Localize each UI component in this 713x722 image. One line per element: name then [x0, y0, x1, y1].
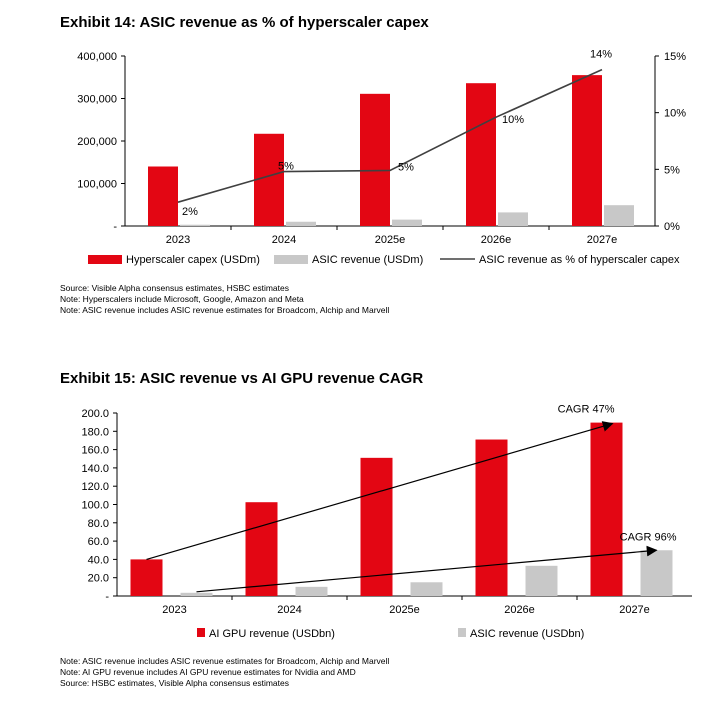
asic-bar: [604, 205, 634, 226]
y-tick-label: 60.0: [88, 536, 109, 548]
y-tick-label: 200,000: [77, 136, 117, 148]
capex-bar: [466, 83, 496, 226]
asic-bar: [295, 586, 328, 596]
asic-bar: [498, 212, 528, 226]
pct-data-label: 5%: [398, 161, 414, 173]
legend-swatch-capex: [88, 255, 122, 264]
exhibit-15-note: Note: ASIC revenue includes ASIC revenue…: [60, 656, 390, 666]
y-tick-label: 100,000: [77, 179, 117, 191]
legend-label-asic: ASIC revenue (USDbn): [470, 628, 584, 640]
y-tick-label: 400,000: [77, 51, 117, 63]
x-tick-label: 2024: [277, 604, 301, 616]
exhibit-14-title: Exhibit 14: ASIC revenue as % of hypersc…: [60, 14, 429, 31]
asic-cagr-label: CAGR 96%: [620, 531, 677, 543]
y-tick-label: 180.0: [81, 426, 109, 438]
y2-tick-label: 0%: [664, 221, 680, 233]
asic-bar: [525, 565, 558, 596]
y2-tick-label: 15%: [664, 51, 686, 63]
asic-bar: [180, 592, 213, 596]
gpu-bar: [360, 457, 393, 596]
y-tick-label: 100.0: [81, 500, 109, 512]
pct-data-label: 10%: [502, 114, 524, 126]
x-tick-label: 2024: [272, 234, 296, 246]
capex-bar: [360, 93, 390, 226]
exhibit-15-title: Exhibit 15: ASIC revenue vs AI GPU reven…: [60, 370, 424, 387]
y-tick-label: 20.0: [88, 573, 109, 585]
x-tick-label: 2025e: [389, 604, 420, 616]
x-tick-label: 2026e: [504, 604, 535, 616]
y-tick-label: 40.0: [88, 554, 109, 566]
y-tick-label: -: [113, 221, 117, 233]
asic-cagr-arrow: [196, 545, 658, 593]
legend-swatch-gpu: [197, 628, 205, 637]
x-tick-label: 2025e: [375, 234, 406, 246]
legend-label-gpu: AI GPU revenue (USDbn): [209, 628, 335, 640]
exhibit-14-note: Note: Hyperscalers include Microsoft, Go…: [60, 294, 304, 304]
y2-tick-label: 10%: [664, 108, 686, 120]
asic-bar: [180, 224, 210, 226]
legend-swatch-asic: [274, 255, 308, 264]
exhibit-14-note: Source: Visible Alpha consensus estimate…: [60, 283, 289, 293]
capex-bar: [148, 166, 178, 226]
gpu-bar: [475, 439, 508, 596]
asic-bar: [410, 582, 443, 596]
pct-data-label: 2%: [182, 206, 198, 218]
exhibit-14-notes: Source: Visible Alpha consensus estimate…: [60, 283, 389, 316]
gpu-bar: [130, 559, 163, 596]
y-tick-label: 300,000: [77, 94, 117, 106]
pct-data-label: 5%: [278, 161, 294, 173]
x-tick-label: 2023: [162, 604, 186, 616]
gpu-bar: [245, 502, 278, 596]
y-tick-label: 200.0: [81, 408, 109, 420]
asic-bar: [640, 550, 673, 596]
legend-swatch-asic: [458, 628, 466, 637]
asic-bar: [286, 221, 316, 226]
exhibit-14-note: Note: ASIC revenue includes ASIC revenue…: [60, 305, 390, 315]
gpu-bar: [590, 422, 623, 596]
y-tick-label: 140.0: [81, 463, 109, 475]
y-tick-label: 80.0: [88, 518, 109, 530]
exhibit-15-note: Note: AI GPU revenue includes AI GPU rev…: [60, 667, 356, 677]
asic-pct-line: [177, 68, 603, 203]
legend-label-asic: ASIC revenue (USDm): [312, 254, 423, 266]
y-tick-label: 120.0: [81, 481, 109, 493]
gpu-cagr-arrow: [146, 421, 614, 560]
gpu-cagr-label: CAGR 47%: [558, 404, 615, 416]
legend-label-pct: ASIC revenue as % of hyperscaler capex: [479, 254, 680, 266]
capex-bar: [254, 133, 284, 226]
x-tick-label: 2027e: [619, 604, 650, 616]
capex-bar: [572, 75, 602, 226]
exhibit-15-note: Source: HSBC estimates, Visible Alpha co…: [60, 678, 289, 688]
x-tick-label: 2023: [166, 234, 190, 246]
asic-bar: [392, 219, 422, 226]
y-tick-label: -: [105, 591, 109, 603]
y2-tick-label: 5%: [664, 164, 680, 176]
exhibit-15-notes: Note: ASIC revenue includes ASIC revenue…: [60, 656, 389, 689]
y-tick-label: 160.0: [81, 445, 109, 457]
pct-data-label: 14%: [590, 49, 612, 61]
x-tick-label: 2027e: [587, 234, 618, 246]
x-tick-label: 2026e: [481, 234, 512, 246]
legend-label-capex: Hyperscaler capex (USDm): [126, 254, 260, 266]
